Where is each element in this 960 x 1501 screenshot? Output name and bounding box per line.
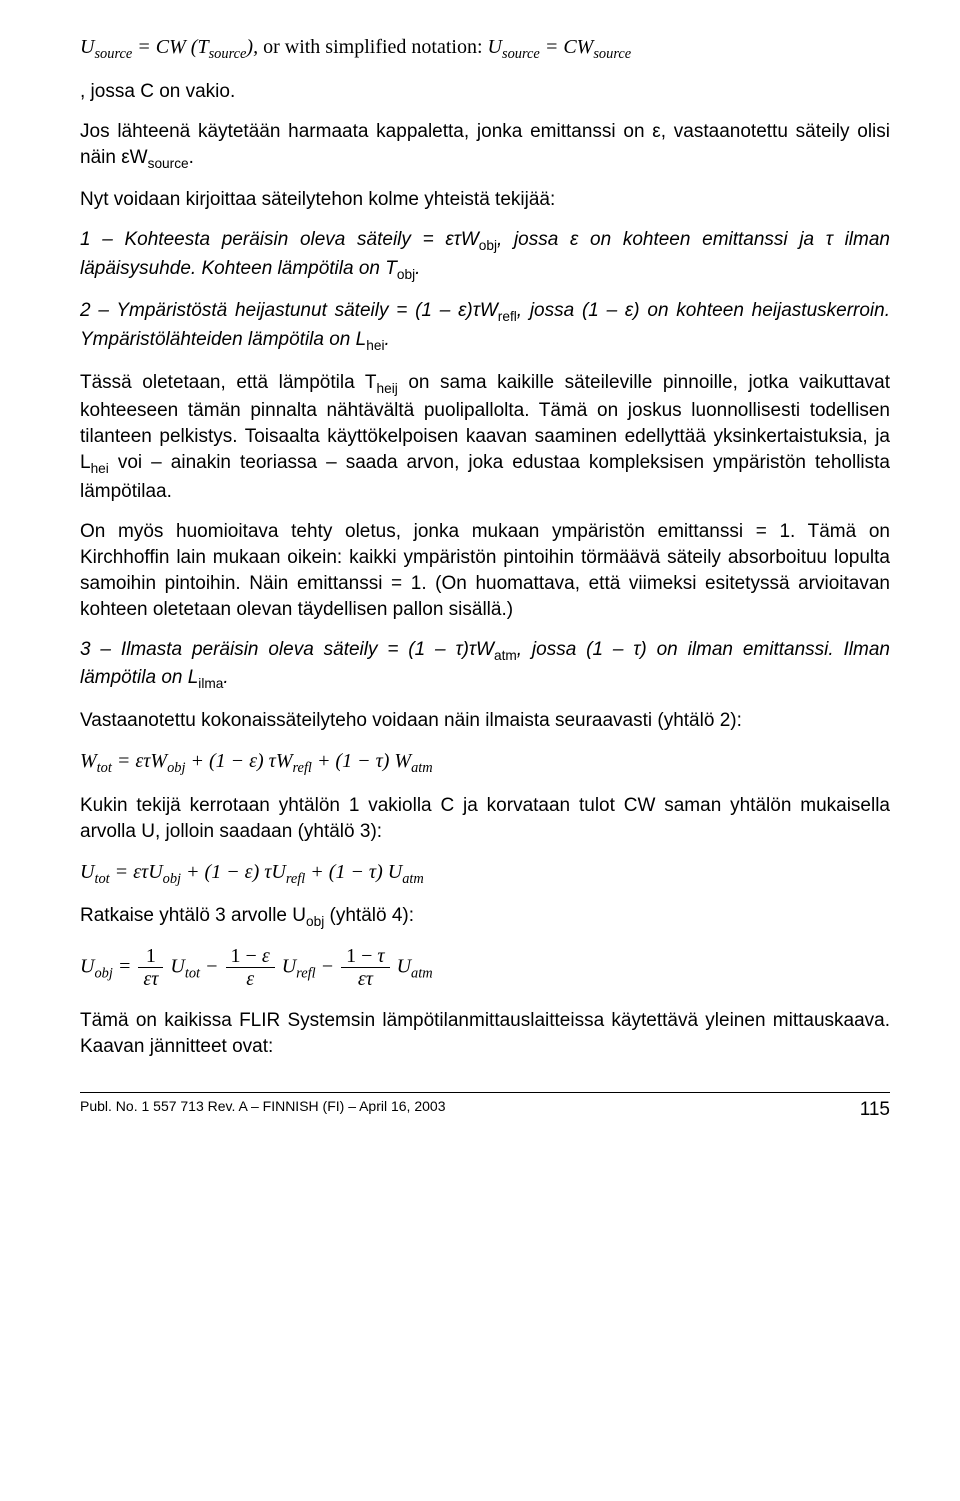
para-solve: Ratkaise yhtälö 3 arvolle Uobj (yhtälö 4… <box>80 903 890 932</box>
expl1-sub2: hei <box>91 461 109 476</box>
item3-a: 3 – Ilmasta peräisin oleva säteily = (1 … <box>80 639 494 660</box>
item3-c: . <box>223 667 228 688</box>
equation-2: Wtot = ετWobj + (1 − ε) τWrefl + (1 − τ)… <box>80 748 890 779</box>
eq1-trail: , jossa C on vakio. <box>80 79 890 105</box>
solve-a: Ratkaise yhtälö 3 arvolle U <box>80 905 306 926</box>
footer-left: Publ. No. 1 557 713 Rev. A – FINNISH (FI… <box>80 1097 445 1123</box>
equation-3: Utot = ετUobj + (1 − ε) τUrefl + (1 − τ)… <box>80 859 890 890</box>
para-three-intro: Nyt voidaan kirjoittaa säteilytehon kolm… <box>80 187 890 213</box>
para-cw-intro: Kukin tekijä kerrotaan yhtälön 1 vakioll… <box>80 793 890 845</box>
item1-c: . <box>415 258 420 279</box>
expl1-c: voi – ainakin teoriassa – saada arvon, j… <box>80 452 890 502</box>
item3-sub1: atm <box>494 648 517 663</box>
item2-sub1: refl <box>498 309 517 324</box>
para-tot-intro: Vastaanotettu kokonaissäteilyteho voidaa… <box>80 708 890 734</box>
expl1-a: Tässä oletetaan, että lämpötila T <box>80 372 376 393</box>
item2-sub2: hei <box>366 338 384 353</box>
item1-sub1: obj <box>479 238 497 253</box>
equation-4: Uobj = 1ετ Utot − 1 − εε Urefl − 1 − τετ… <box>80 946 890 990</box>
item3-sub2: ilma <box>198 676 223 691</box>
para-item-2: 2 – Ympäristöstä heijastunut säteily = (… <box>80 298 890 355</box>
solve-b: (yhtälö 4): <box>324 905 414 926</box>
solve-sub: obj <box>306 914 324 929</box>
para-expl-2: On myös huomioitava tehty oletus, jonka … <box>80 519 890 623</box>
para-source: Jos lähteenä käytetään harmaata kappalet… <box>80 119 890 174</box>
item2-c: . <box>384 329 389 350</box>
item1-sub2: obj <box>397 267 415 282</box>
item1-a: 1 – Kohteesta peräisin oleva säteily = ε… <box>80 229 479 250</box>
item2-a: 2 – Ympäristöstä heijastunut säteily = (… <box>80 300 498 321</box>
page-number: 115 <box>860 1097 890 1123</box>
expl1-sub: heij <box>376 380 397 395</box>
para-item-3: 3 – Ilmasta peräisin oleva säteily = (1 … <box>80 637 890 694</box>
para-source-sub: source <box>148 156 189 171</box>
para-expl-1: Tässä oletetaan, että lämpötila Theij on… <box>80 370 890 505</box>
page-footer: Publ. No. 1 557 713 Rev. A – FINNISH (FI… <box>80 1097 890 1123</box>
footer-rule <box>80 1092 890 1093</box>
para-item-1: 1 – Kohteesta peräisin oleva säteily = ε… <box>80 227 890 284</box>
para-final: Tämä on kaikissa FLIR Systemsin lämpötil… <box>80 1008 890 1060</box>
para-source-a: Jos lähteenä käytetään harmaata kappalet… <box>80 121 890 168</box>
para-source-end: . <box>189 147 194 168</box>
equation-1: Usource = CW (Tsource), or with simplifi… <box>80 34 890 65</box>
